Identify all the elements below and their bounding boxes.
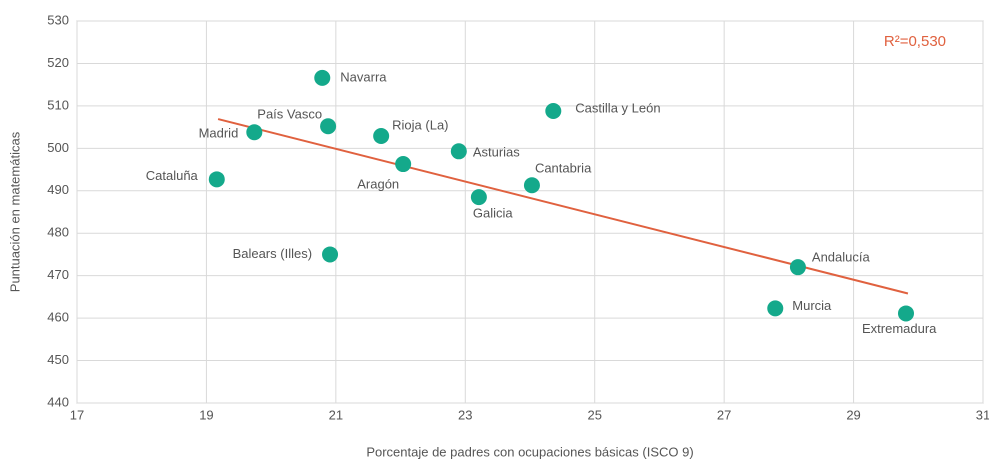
point-label: Cataluña (146, 168, 199, 183)
y-tick-label: 520 (47, 55, 69, 70)
x-axis-label: Porcentaje de padres con ocupaciones bás… (366, 444, 693, 459)
y-tick-label: 500 (47, 140, 69, 155)
point (767, 300, 784, 317)
x-tick-label: 17 (70, 407, 84, 422)
point-label: Galicia (473, 206, 514, 221)
point-label: Madrid (199, 126, 239, 141)
y-tick-label: 440 (47, 394, 69, 409)
y-tick-label: 530 (47, 12, 69, 27)
y-tick-label: 450 (47, 352, 69, 367)
y-tick-label: 460 (47, 310, 69, 325)
point (789, 259, 806, 276)
point-label: País Vasco (257, 107, 322, 122)
point (545, 102, 562, 119)
point (320, 118, 337, 135)
point (450, 143, 467, 160)
point (897, 305, 914, 322)
r-squared: R²=0,530 (884, 33, 946, 50)
x-tick-label: 19 (199, 407, 213, 422)
point-label: Asturias (473, 145, 520, 160)
point (373, 128, 390, 145)
point-label: Murcia (792, 298, 832, 313)
point (395, 156, 412, 173)
x-tick-label: 25 (587, 407, 601, 422)
plot-area (76, 20, 984, 404)
x-tick-label: 23 (458, 407, 472, 422)
y-tick-label: 470 (47, 267, 69, 282)
x-tick-label: 21 (329, 407, 343, 422)
point-label: Rioja (La) (392, 117, 448, 132)
point-label: Balears (Illes) (233, 246, 312, 261)
point (523, 177, 540, 194)
point-label: Aragón (357, 176, 399, 191)
point-label: Extremadura (862, 321, 937, 336)
point-label: Andalucía (812, 250, 871, 265)
x-tick-label: 27 (717, 407, 731, 422)
point-label: Cantabria (535, 161, 592, 176)
y-tick-label: 480 (47, 225, 69, 240)
y-axis-label: Puntuación en matemáticas (7, 131, 22, 292)
point-label: Navarra (340, 69, 387, 84)
point (314, 69, 331, 86)
point (322, 246, 339, 263)
x-tick-label: 31 (976, 407, 989, 422)
point (208, 171, 225, 188)
point-label: Castilla y León (575, 100, 660, 115)
point (470, 189, 487, 206)
x-tick-label: 29 (846, 407, 860, 422)
y-tick-label: 490 (47, 182, 69, 197)
point (246, 124, 263, 141)
y-tick-label: 510 (47, 97, 69, 112)
